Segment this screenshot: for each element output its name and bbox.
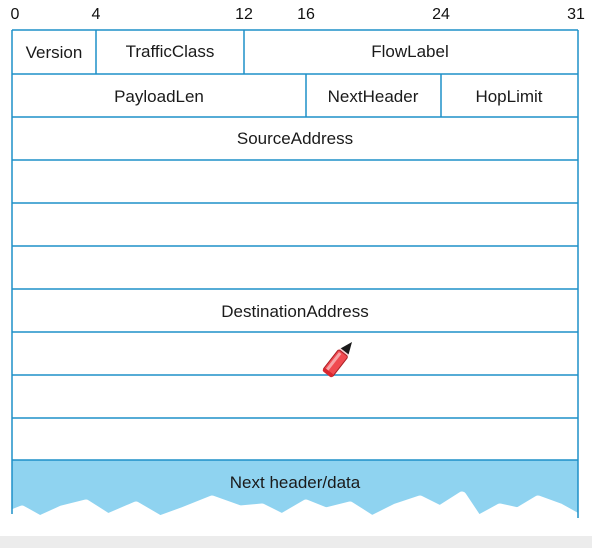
bit-label-0: 0 xyxy=(10,6,20,23)
bottom-strip xyxy=(0,536,592,548)
field-hop-limit: HopLimit xyxy=(475,87,542,106)
bit-label-31: 31 xyxy=(567,6,585,23)
field-flow-label: FlowLabel xyxy=(371,42,449,61)
bit-label-4: 4 xyxy=(91,6,101,23)
bit-label-16: 16 xyxy=(297,6,315,23)
field-payload-len: PayloadLen xyxy=(114,87,204,106)
field-next-header: NextHeader xyxy=(328,87,419,106)
field-version: Version xyxy=(26,43,83,62)
field-next-header-data: Next header/data xyxy=(230,473,361,492)
bit-label-24: 24 xyxy=(432,6,450,23)
wavy-edge xyxy=(10,491,581,525)
bit-label-12: 12 xyxy=(235,6,253,23)
field-source-address: SourceAddress xyxy=(237,129,353,148)
field-traffic-class: TrafficClass xyxy=(126,42,215,61)
pencil-icon xyxy=(322,342,352,378)
field-destination-address: DestinationAddress xyxy=(221,302,368,321)
